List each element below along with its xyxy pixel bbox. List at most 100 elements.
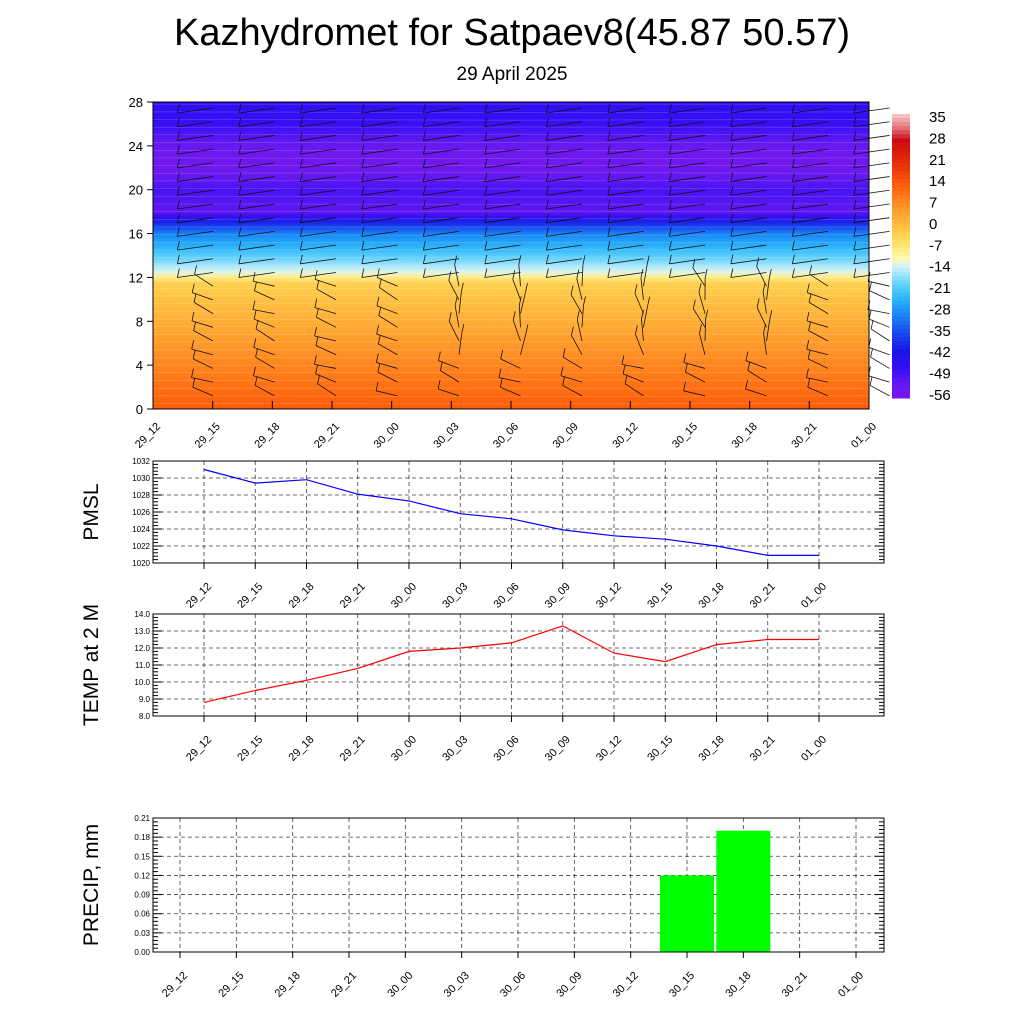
isotherm-line <box>152 180 870 182</box>
wind-barb-feather <box>545 103 549 114</box>
y-tick-label: 16 <box>129 227 143 242</box>
wind-barb <box>238 135 275 141</box>
wind-barb-feather <box>607 117 611 127</box>
wind-barb-feather <box>607 241 611 251</box>
wind-barb-feather <box>191 311 195 321</box>
x-tick-label: 30_18 <box>697 734 727 764</box>
colorbar-segment <box>892 389 910 395</box>
wind-barb <box>853 121 890 128</box>
wind-barb-feather <box>253 338 257 348</box>
x-tick-label: 01_00 <box>849 421 879 451</box>
colorbar-segment <box>892 345 910 350</box>
wind-barb <box>730 244 767 251</box>
wind-barb <box>807 386 829 397</box>
wind-barb-feather <box>683 381 686 391</box>
wind-barb <box>484 135 521 141</box>
colorbar-segment <box>892 146 910 152</box>
wind-barb-feather <box>238 199 242 210</box>
colorbar-segment <box>892 312 910 318</box>
wind-barb <box>454 305 460 328</box>
wind-barb <box>730 217 767 224</box>
wind-barb-feather <box>191 340 195 350</box>
wind-barb-feather <box>518 296 522 306</box>
colorbar-segment <box>892 316 910 322</box>
wind-barb <box>316 316 337 328</box>
wind-barb-feather <box>730 254 734 264</box>
wind-barb-feather <box>853 145 857 155</box>
wind-barb-feather <box>545 213 549 223</box>
wind-barb-feather <box>791 254 795 264</box>
wind-barb <box>238 176 275 182</box>
y-tick-label: 0.21 <box>134 814 150 823</box>
wind-barb <box>867 309 890 315</box>
colorbar-segment <box>892 227 910 233</box>
wind-barb <box>607 148 644 155</box>
isotherm-line <box>152 196 870 198</box>
wind-barb-feather <box>176 158 180 168</box>
colorbar-segment <box>892 174 910 180</box>
wind-barb-feather <box>422 227 426 237</box>
x-tick-label: 30_06 <box>492 734 522 764</box>
wind-barb <box>252 309 275 315</box>
wind-barb <box>792 272 829 278</box>
wind-barb <box>730 135 767 141</box>
isotherm-line <box>152 157 870 159</box>
wind-barb <box>437 388 460 397</box>
wind-barb-feather <box>512 270 516 280</box>
colorbar-segment <box>892 357 910 362</box>
wind-barb-feather <box>238 254 242 264</box>
wind-barb <box>546 121 583 128</box>
wind-barb-feather <box>692 299 696 309</box>
wind-barb-feather <box>583 296 586 306</box>
wind-barb <box>500 386 521 397</box>
wind-barb-feather <box>422 268 426 278</box>
wind-barb <box>808 358 829 369</box>
wind-barb-feather <box>315 364 318 375</box>
wind-barb <box>634 293 644 314</box>
wind-barb <box>361 203 398 210</box>
wind-barb-feather <box>192 349 196 359</box>
wind-barb <box>177 272 214 278</box>
wind-barb-feather <box>484 117 488 127</box>
x-tick-label: 30_09 <box>543 734 573 764</box>
wind-barb <box>570 294 583 314</box>
isotherm-line <box>152 357 870 359</box>
colorbar-label: -21 <box>929 280 951 297</box>
wind-barb-feather <box>769 310 773 320</box>
precip-bar <box>659 875 715 952</box>
wind-barb <box>238 121 275 128</box>
wind-barb-feather <box>624 374 628 384</box>
wind-barb-feather <box>454 296 458 306</box>
wind-barb <box>191 377 214 383</box>
wind-barb-feather <box>806 368 809 378</box>
x-tick-label: 30_00 <box>389 734 419 764</box>
wind-barb-feather <box>668 172 672 182</box>
wind-barb-feather <box>668 213 672 223</box>
wind-barb <box>191 348 214 356</box>
wind-barb-feather <box>422 199 426 210</box>
wind-barb <box>730 230 767 237</box>
wind-barb <box>512 320 521 342</box>
wind-barb <box>191 320 214 328</box>
wind-barb <box>730 162 767 169</box>
wind-barb <box>643 305 649 328</box>
wind-barb-feather <box>375 353 379 363</box>
wind-barb-feather <box>238 103 242 114</box>
x-tick-label: 29_18 <box>252 421 282 451</box>
colorbar-segment <box>892 195 910 200</box>
x-tick-label: 30_15 <box>645 581 675 611</box>
y-tick-label: 20 <box>129 183 143 198</box>
x-tick-label: 29_18 <box>273 970 303 1000</box>
wind-barb <box>853 230 890 237</box>
wind-barb <box>792 217 829 224</box>
wind-barb-feather <box>512 311 516 321</box>
wind-barb <box>423 244 460 251</box>
wind-barb-feather <box>299 172 303 182</box>
colorbar-segment <box>892 118 910 123</box>
wind-barb-feather <box>299 254 303 264</box>
wind-barb <box>546 162 583 169</box>
wind-barb-feather <box>361 227 365 237</box>
wind-barb-feather <box>460 282 464 292</box>
wind-barb-feather <box>299 241 303 251</box>
wind-barb <box>562 356 583 369</box>
